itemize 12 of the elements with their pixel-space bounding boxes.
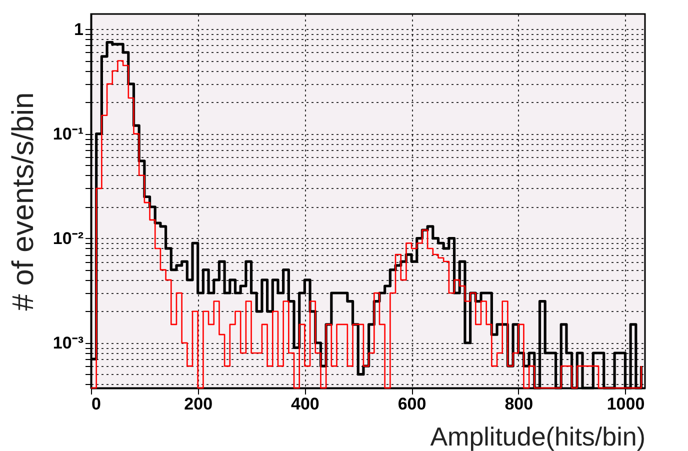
x-axis-title: Amplitude(hits/bin) [430,422,646,451]
y-tick-label: 10⁻² [52,228,84,248]
x-tick-label: 200 [184,394,213,414]
x-tick-label: 800 [504,394,534,414]
y-tick-label: 10⁻³ [52,333,84,352]
y-axis-title: # of events/s/bin [6,92,40,311]
y-tick-label: 1 [74,20,84,39]
x-tick-label: 0 [92,394,101,414]
x-tick-label: 1000 [606,394,645,414]
x-tick-label: 600 [398,394,426,414]
x-tick-label: 400 [291,394,320,414]
y-tick-label: 10⁻¹ [52,124,84,144]
